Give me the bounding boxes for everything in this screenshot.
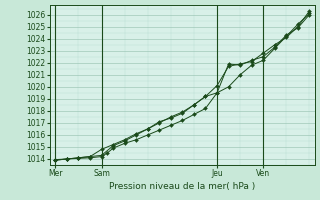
X-axis label: Pression niveau de la mer( hPa ): Pression niveau de la mer( hPa ) [109, 182, 256, 191]
